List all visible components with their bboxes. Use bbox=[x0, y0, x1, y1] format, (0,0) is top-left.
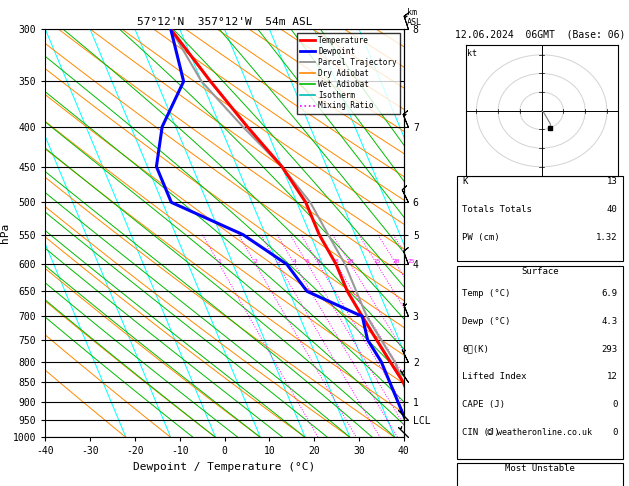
Bar bbox=[457, 265, 623, 459]
Text: 12: 12 bbox=[607, 372, 618, 382]
Text: 293: 293 bbox=[601, 345, 618, 354]
Text: kt: kt bbox=[467, 50, 477, 58]
Text: CAPE (J): CAPE (J) bbox=[462, 400, 505, 409]
Text: 6.9: 6.9 bbox=[601, 289, 618, 298]
Text: Dewp (°C): Dewp (°C) bbox=[462, 317, 511, 326]
Text: PW (cm): PW (cm) bbox=[462, 233, 500, 242]
Text: CIN (J): CIN (J) bbox=[462, 428, 500, 437]
Text: K: K bbox=[462, 177, 467, 186]
Text: Surface: Surface bbox=[521, 267, 559, 276]
Text: 6: 6 bbox=[317, 259, 321, 264]
Text: Lifted Index: Lifted Index bbox=[462, 372, 526, 382]
Text: 10: 10 bbox=[347, 259, 354, 264]
Text: km
ASL: km ASL bbox=[407, 8, 422, 27]
Text: © weatheronline.co.uk: © weatheronline.co.uk bbox=[487, 428, 593, 437]
X-axis label: Dewpoint / Temperature (°C): Dewpoint / Temperature (°C) bbox=[133, 462, 316, 472]
Text: Totals Totals: Totals Totals bbox=[462, 205, 532, 214]
Text: 12.06.2024  06GMT  (Base: 06): 12.06.2024 06GMT (Base: 06) bbox=[455, 29, 625, 39]
Legend: Temperature, Dewpoint, Parcel Trajectory, Dry Adiobat, Wet Adiobat, Isotherm, Mi: Temperature, Dewpoint, Parcel Trajectory… bbox=[297, 33, 400, 114]
Text: 1: 1 bbox=[218, 259, 221, 264]
Title: 57°12'N  357°12'W  54m ASL: 57°12'N 357°12'W 54m ASL bbox=[136, 17, 313, 27]
Text: 40: 40 bbox=[607, 205, 618, 214]
Text: 8: 8 bbox=[335, 259, 338, 264]
Y-axis label: hPa: hPa bbox=[0, 223, 10, 243]
Text: Most Unstable: Most Unstable bbox=[505, 465, 575, 473]
Text: 13: 13 bbox=[607, 177, 618, 186]
Text: 3: 3 bbox=[276, 259, 280, 264]
Text: 0: 0 bbox=[613, 400, 618, 409]
Text: θᴄ(K): θᴄ(K) bbox=[462, 345, 489, 354]
Text: Temp (°C): Temp (°C) bbox=[462, 289, 511, 298]
Text: 1.32: 1.32 bbox=[596, 233, 618, 242]
Text: 5: 5 bbox=[306, 259, 309, 264]
Bar bbox=[457, 176, 623, 261]
Text: 2: 2 bbox=[253, 259, 257, 264]
Text: 20: 20 bbox=[392, 259, 400, 264]
Text: 4.3: 4.3 bbox=[601, 317, 618, 326]
Bar bbox=[457, 463, 623, 486]
Text: 25: 25 bbox=[408, 259, 415, 264]
Text: 4: 4 bbox=[292, 259, 296, 264]
Text: 0: 0 bbox=[613, 428, 618, 437]
Text: 15: 15 bbox=[373, 259, 381, 264]
